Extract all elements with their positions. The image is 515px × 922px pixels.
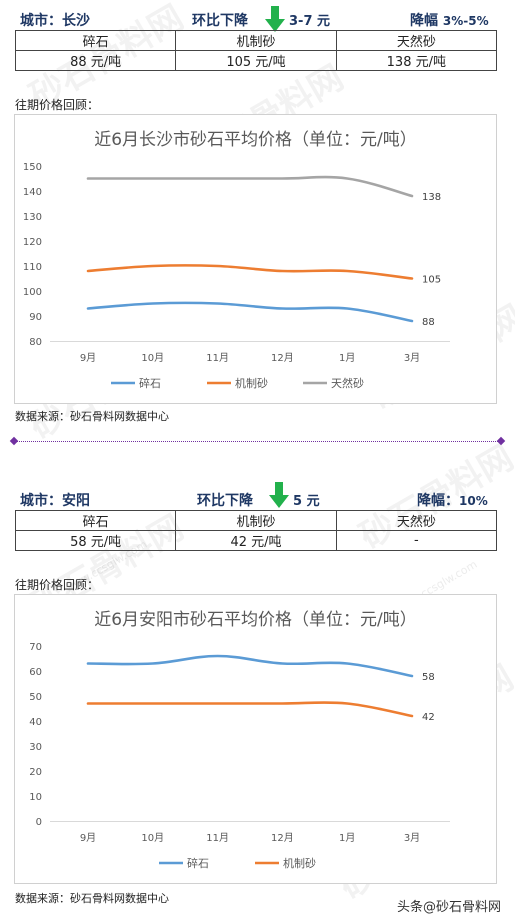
divider-end-icon <box>9 436 19 446</box>
section-divider <box>12 441 504 442</box>
data-label: 58 <box>422 672 435 683</box>
chart-title: 近6月长沙市砂石平均价格（单位：元/吨） <box>94 130 417 150</box>
drop-label: 降幅： <box>417 493 459 509</box>
chart-panel: 近6月长沙市砂石平均价格（单位：元/吨） 80 90 100 110 120 130 140… <box>14 114 497 404</box>
x-tick-label: 12月 <box>271 832 294 844</box>
x-tick-label: 3月 <box>404 832 420 844</box>
price-cell: 138 元/吨 <box>335 50 498 71</box>
legend-label: 机制砂 <box>235 376 268 390</box>
x-tick-label: 12月 <box>271 352 294 364</box>
chart-panel: 近6月安阳市砂石平均价格（单位：元/吨） 0 10 20 30 40 50 60 70 9月 10… <box>14 594 497 884</box>
column-header: 机制砂 <box>175 30 337 51</box>
y-tick-label: 110 <box>23 262 42 273</box>
y-tick-label: 130 <box>23 212 42 223</box>
y-tick-label: 120 <box>23 237 42 248</box>
y-tick-label: 60 <box>29 667 42 678</box>
price-cell: 58 元/吨 <box>14 530 177 551</box>
drop-label: 降幅 <box>410 13 438 29</box>
y-tick-label: 100 <box>23 287 42 298</box>
x-tick-label: 11月 <box>206 832 229 844</box>
data-label: 42 <box>422 712 435 723</box>
down-arrow-icon <box>265 6 285 32</box>
column-header: 天然砂 <box>335 30 498 51</box>
column-header: 碎石 <box>14 30 177 51</box>
series-line <box>86 701 414 718</box>
change-value: 3-7 元 <box>289 14 331 29</box>
review-label: 往期价格回顾： <box>15 578 100 592</box>
change-label: 环比下降 <box>192 13 248 29</box>
change-value: 5 元 <box>293 494 320 509</box>
change-label: 环比下降 <box>197 493 253 509</box>
y-tick-label: 20 <box>29 767 42 778</box>
line-chart: 0 10 20 30 40 50 60 70 9月 10月 11月 12月 1月 3月 58 42 碎石 机制砂 <box>29 642 450 870</box>
review-label: 往期价格回顾： <box>15 98 100 112</box>
price-table: 碎石 机制砂 天然砂 88 元/吨 105 元/吨 138 元/吨 <box>14 30 498 71</box>
y-tick-label: 0 <box>36 817 42 828</box>
price-table: 碎石 机制砂 天然砂 58 元/吨 42 元/吨 - <box>14 510 498 551</box>
y-tick-label: 10 <box>29 792 42 803</box>
y-tick-label: 90 <box>29 312 42 323</box>
city-name: 城市：安阳 <box>20 493 90 509</box>
data-source: 数据来源：砂石骨料网数据中心 <box>15 410 169 423</box>
price-cell: 88 元/吨 <box>14 50 177 71</box>
price-cell: 42 元/吨 <box>175 530 337 551</box>
series-line <box>86 175 414 198</box>
y-tick-label: 140 <box>23 187 42 198</box>
down-arrow-icon <box>269 482 289 508</box>
price-cell: 105 元/吨 <box>175 50 337 71</box>
data-label: 88 <box>422 317 435 328</box>
x-tick-label: 1月 <box>339 832 355 844</box>
city-name: 城市：长沙 <box>20 13 90 29</box>
y-tick-label: 80 <box>29 337 42 348</box>
y-tick-label: 30 <box>29 742 42 753</box>
divider-end-icon <box>496 436 506 446</box>
section-header: 城市：长沙 环比下降 3-7 元 降幅 3%-5% <box>0 6 515 32</box>
section-header: 城市：安阳 环比下降 5 元 降幅：10% <box>0 482 515 510</box>
y-tick-label: 70 <box>29 642 42 653</box>
x-tick-label: 10月 <box>141 832 164 844</box>
drop-value: 10% <box>459 494 488 508</box>
series-line <box>86 301 414 323</box>
column-header: 机制砂 <box>175 510 337 531</box>
footer-credit: 头条@砂石骨料网 <box>396 900 501 915</box>
x-tick-label: 9月 <box>80 832 96 844</box>
x-tick-label: 3月 <box>404 352 420 364</box>
chart-title: 近6月安阳市砂石平均价格（单位：元/吨） <box>94 610 417 630</box>
drop-rate: 降幅 3%-5% <box>410 10 489 30</box>
column-header: 碎石 <box>14 510 177 531</box>
y-tick-label: 40 <box>29 717 42 728</box>
legend-label: 天然砂 <box>331 376 364 390</box>
x-tick-label: 10月 <box>141 352 164 364</box>
y-tick-label: 50 <box>29 692 42 703</box>
x-tick-label: 11月 <box>206 352 229 364</box>
legend-label: 碎石 <box>139 376 161 390</box>
data-label: 138 <box>422 192 441 203</box>
data-label: 105 <box>422 275 441 286</box>
x-tick-label: 1月 <box>339 352 355 364</box>
drop-value: 3%-5% <box>442 14 489 28</box>
y-tick-label: 150 <box>23 162 42 173</box>
series-line <box>86 654 414 678</box>
data-source: 数据来源：砂石骨料网数据中心 <box>15 892 169 905</box>
legend-label: 机制砂 <box>283 856 316 870</box>
line-chart: 80 90 100 110 120 130 140 150 9月 10月 11月 12月 1月 3月 88 1… <box>23 162 450 390</box>
legend-label: 碎石 <box>187 856 209 870</box>
x-tick-label: 9月 <box>80 352 96 364</box>
drop-rate: 降幅：10% <box>417 490 488 510</box>
series-line <box>86 264 414 280</box>
price-cell: - <box>335 530 498 551</box>
column-header: 天然砂 <box>335 510 498 531</box>
